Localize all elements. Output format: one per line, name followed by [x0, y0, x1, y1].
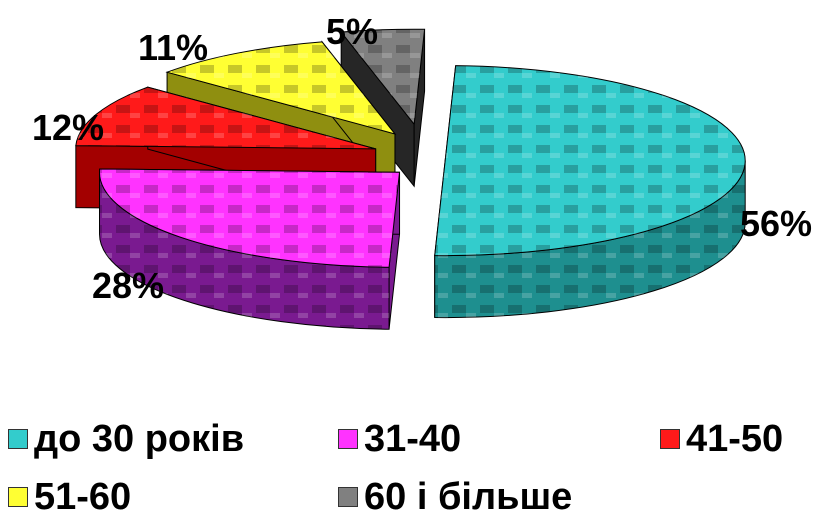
- legend-label-3: 51-60: [34, 475, 132, 518]
- slice-label-0: 56%: [740, 203, 812, 244]
- legend-item-0: до 30 років: [8, 417, 244, 461]
- legend-item-1: 31-40: [338, 417, 461, 461]
- legend-label-4: 60 і більше: [364, 475, 573, 518]
- slice-label-4: 5%: [326, 11, 378, 52]
- pie-chart: 56% 28% 12% 11% 5%: [32, 11, 812, 330]
- legend-item-3: 51-60: [8, 475, 131, 519]
- slice-label-2: 12%: [32, 107, 104, 148]
- legend-swatch-3: [8, 487, 28, 507]
- legend-item-2: 41-50: [660, 417, 783, 461]
- legend-label-0: до 30 років: [34, 417, 245, 460]
- pie-slice-4: [340, 28, 426, 188]
- legend-swatch-4: [338, 487, 358, 507]
- legend-swatch-1: [338, 429, 358, 449]
- legend-swatch-2: [660, 429, 680, 449]
- legend-swatch-0: [8, 429, 28, 449]
- legend-label-2: 41-50: [686, 417, 784, 460]
- legend: до 30 років 31-40 41-50 51-60 60 і більш…: [0, 395, 835, 526]
- pie-slice-1: [99, 168, 401, 330]
- slice-label-3: 11%: [138, 27, 208, 68]
- pie-slice-0: [434, 65, 746, 319]
- slice-label-1: 28%: [92, 265, 164, 306]
- legend-item-4: 60 і більше: [338, 475, 572, 519]
- legend-label-1: 31-40: [364, 417, 462, 460]
